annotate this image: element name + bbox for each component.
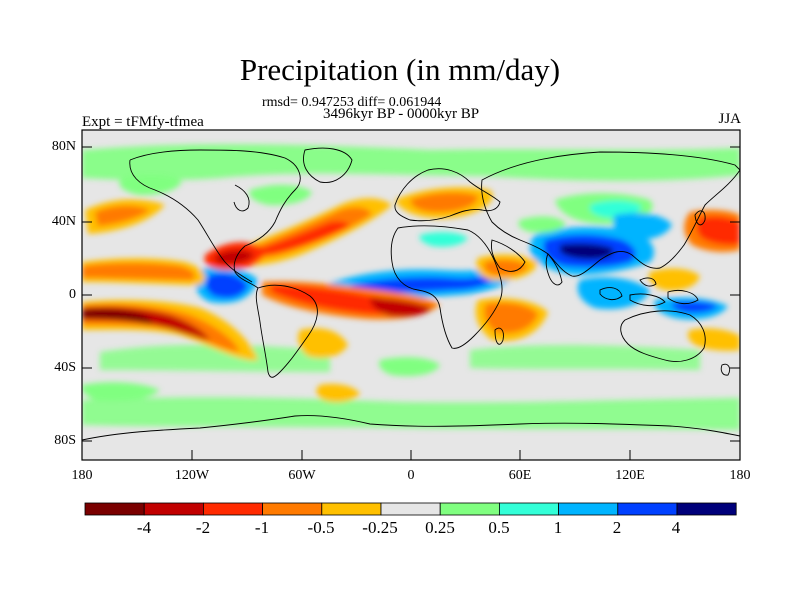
colorbar-swatch [676,502,737,516]
colorbar-swatch [617,502,678,516]
colorbar-label: 0.25 [425,518,455,537]
lon-label-180w: 180 [71,468,93,483]
period-label: 3496kyr BP - 0000kyr BP [323,106,480,122]
lat-ticks [82,146,740,442]
colorbar [84,502,737,516]
colorbar-label: 2 [612,518,622,537]
lon-label-60w: 60W [288,468,316,483]
map-title: Precipitation (in mm/day) [239,52,561,87]
lon-label-180e: 180 [729,468,751,483]
season-label: JJA [718,111,741,127]
colorbar-label: -4 [136,518,152,537]
lat-label-40n: 40N [51,214,76,229]
lon-label-120w: 120W [174,468,210,483]
lon-label-60e: 60E [508,468,532,483]
colorbar-swatch [202,502,263,516]
lon-label-120e: 120E [615,468,645,483]
colorbar-swatch [439,502,500,516]
stats-label: rmsd= 0.947253 diff= 0.061944 [262,95,442,110]
coastlines [82,147,740,441]
colorbar-swatch [262,502,323,516]
lat-label-80n: 80N [51,139,76,154]
colorbar-label: 4 [671,518,681,537]
colorbar-label: -0.25 [362,518,398,537]
colorbar-swatch [84,502,145,516]
colorbar-swatch [380,502,441,516]
colorbar-label: -2 [195,518,211,537]
experiment-label: Expt = tFMfy-tfmea [82,114,204,130]
colorbar-swatch [558,502,619,516]
colorbar-label: 0.5 [488,518,510,537]
lat-label-0: 0 [69,287,76,302]
lat-label-40s: 40S [54,360,76,375]
colorbar-label: 1 [553,518,563,537]
lat-label-80s: 80S [54,433,76,448]
colorbar-swatch [498,502,559,516]
lon-ticks [81,450,741,460]
colorbar-label: -1 [254,518,270,537]
colorbar-label: -0.5 [307,518,335,537]
colorbar-swatch [143,502,204,516]
lon-label-0: 0 [407,468,415,483]
precipitation-anomaly-field [82,144,740,430]
colorbar-swatch [321,502,382,516]
